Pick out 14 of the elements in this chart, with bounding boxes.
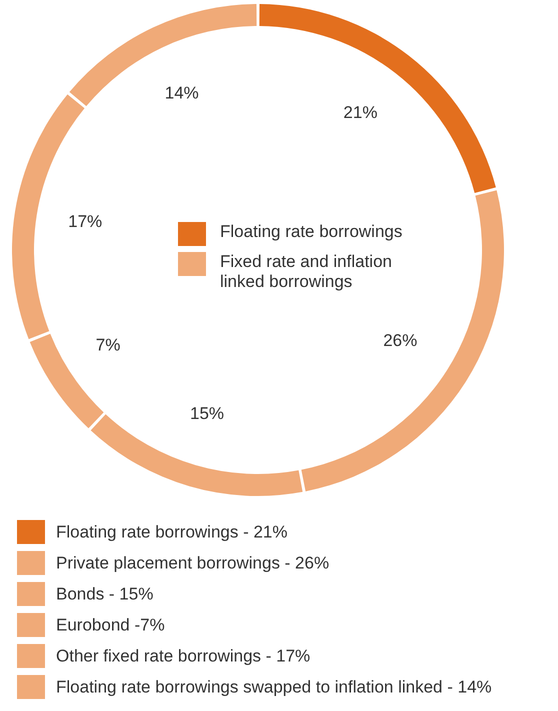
- legend-label: Other fixed rate borrowings - 17%: [56, 646, 310, 666]
- data-label: 14%: [164, 83, 199, 102]
- data-label: 7%: [96, 336, 120, 355]
- data-label: 17%: [68, 212, 102, 232]
- text: Fixed rate and inflation linked borrowings: [220, 252, 393, 292]
- text: Floating rate borrowings: [220, 222, 402, 242]
- legend-label: Floating rate borrowings swapped to inflation linked - 14%: [56, 678, 492, 696]
- legend-label: Bonds - 15%: [56, 584, 154, 604]
- data-label: 15%: [190, 404, 224, 424]
- legend-label: Floating rate borrowings - 21%: [56, 522, 288, 542]
- data-label: 21%: [343, 103, 378, 122]
- legend-label: Private placement borrowings - 26%: [56, 554, 330, 572]
- legend-label: Eurobond -7%: [56, 616, 165, 634]
- data-label: 26%: [383, 331, 418, 350]
